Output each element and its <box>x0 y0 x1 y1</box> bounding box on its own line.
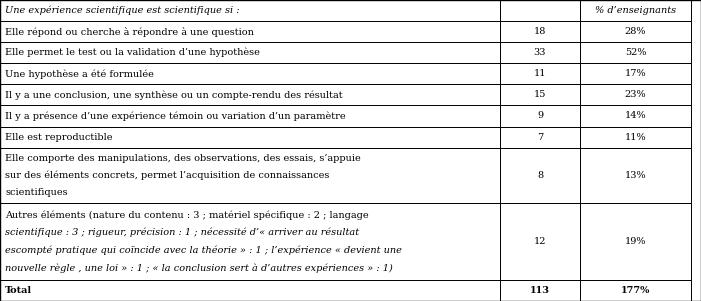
Text: sur des éléments concrets, permet l’acquisition de connaissances: sur des éléments concrets, permet l’acqu… <box>5 171 329 180</box>
Bar <box>580 105 691 126</box>
Text: Elle répond ou cherche à répondre à une question: Elle répond ou cherche à répondre à une … <box>5 27 254 36</box>
Text: % d’enseignants: % d’enseignants <box>595 6 676 15</box>
Text: 52%: 52% <box>625 48 646 57</box>
Bar <box>0 147 500 203</box>
Bar <box>0 0 500 21</box>
Text: Elle est reproductible: Elle est reproductible <box>5 132 112 141</box>
Text: 33: 33 <box>533 48 546 57</box>
Bar <box>0 126 500 147</box>
Bar <box>500 280 580 301</box>
Text: Une expérience scientifique est scientifique si :: Une expérience scientifique est scientif… <box>5 6 240 15</box>
Text: 11: 11 <box>533 69 546 78</box>
Bar <box>0 203 500 280</box>
Text: nouvelle règle , une loi » : 1 ; « la conclusion sert à d’autres expériences » :: nouvelle règle , une loi » : 1 ; « la co… <box>5 264 393 273</box>
Bar <box>500 126 580 147</box>
Bar <box>500 0 580 21</box>
Bar <box>500 42 580 63</box>
Bar <box>0 280 500 301</box>
Text: 17%: 17% <box>625 69 646 78</box>
Text: 18: 18 <box>534 27 546 36</box>
Bar <box>0 105 500 126</box>
Bar <box>0 84 500 105</box>
Text: 15: 15 <box>534 90 546 99</box>
Bar <box>500 84 580 105</box>
Bar <box>580 63 691 84</box>
Text: 14%: 14% <box>625 111 646 120</box>
Text: 113: 113 <box>530 286 550 295</box>
Bar <box>580 21 691 42</box>
Bar <box>580 0 691 21</box>
Text: 19%: 19% <box>625 237 646 246</box>
Text: 8: 8 <box>537 171 543 180</box>
Text: 11%: 11% <box>625 132 646 141</box>
Text: Autres éléments (nature du contenu : 3 ; matériel spécifique : 2 ; langage: Autres éléments (nature du contenu : 3 ;… <box>5 210 369 219</box>
Bar <box>0 63 500 84</box>
Text: escompté pratique qui coïncide avec la théorie » : 1 ; l’expérience « devient un: escompté pratique qui coïncide avec la t… <box>5 246 402 255</box>
Text: Il y a présence d’une expérience témoin ou variation d’un paramètre: Il y a présence d’une expérience témoin … <box>5 111 346 121</box>
Text: 13%: 13% <box>625 171 646 180</box>
Bar <box>500 21 580 42</box>
Text: 7: 7 <box>537 132 543 141</box>
Text: Total: Total <box>5 286 32 295</box>
Bar <box>500 203 580 280</box>
Bar <box>500 63 580 84</box>
Bar <box>0 21 500 42</box>
Text: 9: 9 <box>537 111 543 120</box>
Text: scientifique : 3 ; rigueur, précision : 1 ; nécessité d’« arriver au résultat: scientifique : 3 ; rigueur, précision : … <box>5 228 359 237</box>
Bar <box>580 203 691 280</box>
Text: 28%: 28% <box>625 27 646 36</box>
Bar <box>500 147 580 203</box>
Text: Il y a une conclusion, une synthèse ou un compte-rendu des résultat: Il y a une conclusion, une synthèse ou u… <box>5 90 343 100</box>
Text: Une hypothèse a été formulée: Une hypothèse a été formulée <box>5 69 154 79</box>
Text: scientifiques: scientifiques <box>5 188 67 197</box>
Bar <box>580 126 691 147</box>
Text: 12: 12 <box>533 237 546 246</box>
Bar <box>0 42 500 63</box>
Bar <box>580 147 691 203</box>
Text: 23%: 23% <box>625 90 646 99</box>
Bar <box>500 105 580 126</box>
Text: Elle comporte des manipulations, des observations, des essais, s’appuie: Elle comporte des manipulations, des obs… <box>5 154 361 163</box>
Text: 177%: 177% <box>621 286 651 295</box>
Bar <box>580 280 691 301</box>
Text: Elle permet le test ou la validation d’une hypothèse: Elle permet le test ou la validation d’u… <box>5 48 260 57</box>
Bar <box>580 84 691 105</box>
Bar <box>580 42 691 63</box>
